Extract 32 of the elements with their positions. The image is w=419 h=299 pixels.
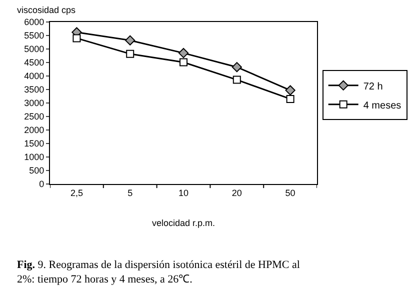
legend-label: 4 meses bbox=[363, 100, 402, 112]
point bbox=[232, 62, 242, 72]
y-tick-label: 5500 bbox=[24, 30, 44, 41]
caption: Fig. 9. Reogramas de la dispersión isotónica estéril de HPMC al 2%: tiempo 72 horas y 4 meses, a 26℃. bbox=[17, 259, 300, 286]
y-tick-label: 4500 bbox=[24, 58, 44, 68]
x-tick-label: 10 bbox=[178, 188, 189, 198]
point bbox=[232, 76, 241, 84]
y-tick-label: 6000 bbox=[24, 17, 44, 28]
y-axis-title: viscosidad cps bbox=[17, 5, 76, 15]
point bbox=[180, 58, 188, 66]
y-tick-label: 4000 bbox=[24, 71, 44, 82]
x-tick-label: 2,5 bbox=[70, 188, 83, 198]
y-tick-label: 0 bbox=[39, 179, 44, 190]
y-tick-label: 1500 bbox=[24, 138, 44, 149]
y-tick-label: 2000 bbox=[24, 125, 44, 136]
y-tick-label: 5000 bbox=[24, 44, 44, 54]
point bbox=[285, 85, 296, 96]
x-axis-title: velocidad r.p.m. bbox=[152, 218, 216, 228]
y-tick-label: 2500 bbox=[24, 112, 44, 122]
x-tick-label: 20 bbox=[232, 188, 242, 198]
point bbox=[72, 34, 81, 42]
y-tick-label: 3000 bbox=[24, 98, 44, 108]
y-tick-label: 3500 bbox=[24, 84, 44, 95]
legend-label: 72 h bbox=[363, 81, 383, 92]
x-tick-label: 50 bbox=[285, 188, 296, 198]
point bbox=[178, 48, 189, 58]
point bbox=[126, 50, 134, 58]
y-tick-label: 1000 bbox=[24, 152, 44, 162]
point bbox=[286, 94, 294, 103]
y-tick-label: 500 bbox=[29, 166, 44, 176]
point bbox=[125, 35, 136, 46]
x-tick-label: 5 bbox=[128, 188, 133, 198]
